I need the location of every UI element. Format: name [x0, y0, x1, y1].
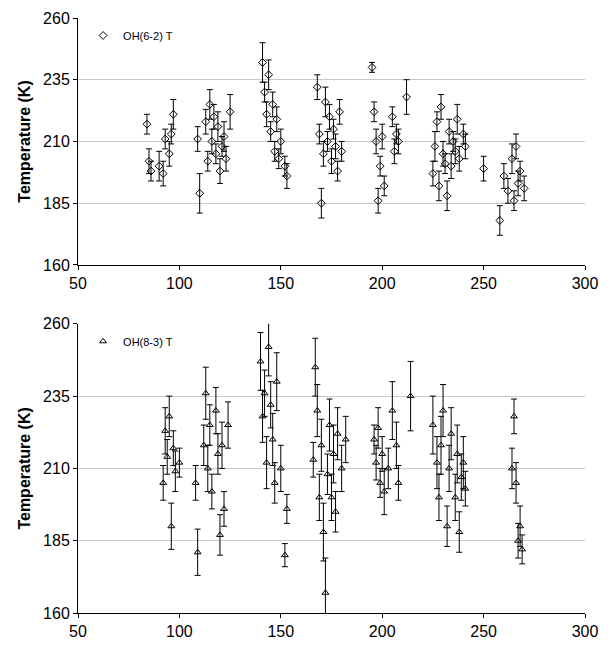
svg-text:200: 200 [369, 275, 396, 292]
svg-text:235: 235 [43, 388, 70, 405]
svg-text:50: 50 [69, 275, 87, 292]
svg-text:210: 210 [43, 460, 70, 477]
svg-text:200: 200 [369, 623, 396, 640]
svg-text:185: 185 [43, 195, 70, 212]
svg-text:OH(6-2) T: OH(6-2) T [123, 30, 173, 42]
svg-text:50: 50 [69, 623, 87, 640]
svg-text:250: 250 [470, 623, 497, 640]
svg-text:260: 260 [43, 315, 70, 332]
svg-text:250: 250 [470, 275, 497, 292]
svg-text:Temperature (K): Temperature (K) [16, 80, 33, 202]
svg-text:185: 185 [43, 532, 70, 549]
svg-text:150: 150 [267, 275, 294, 292]
svg-text:100: 100 [166, 275, 193, 292]
svg-text:300: 300 [572, 275, 599, 292]
svg-text:160: 160 [43, 257, 70, 274]
svg-text:Temperature (K): Temperature (K) [16, 407, 33, 529]
svg-text:260: 260 [43, 10, 70, 27]
svg-text:100: 100 [166, 623, 193, 640]
svg-text:OH(8-3) T: OH(8-3) T [123, 336, 173, 348]
svg-text:160: 160 [43, 605, 70, 622]
svg-text:300: 300 [572, 623, 599, 640]
svg-text:235: 235 [43, 71, 70, 88]
svg-text:210: 210 [43, 133, 70, 150]
svg-text:150: 150 [267, 623, 294, 640]
